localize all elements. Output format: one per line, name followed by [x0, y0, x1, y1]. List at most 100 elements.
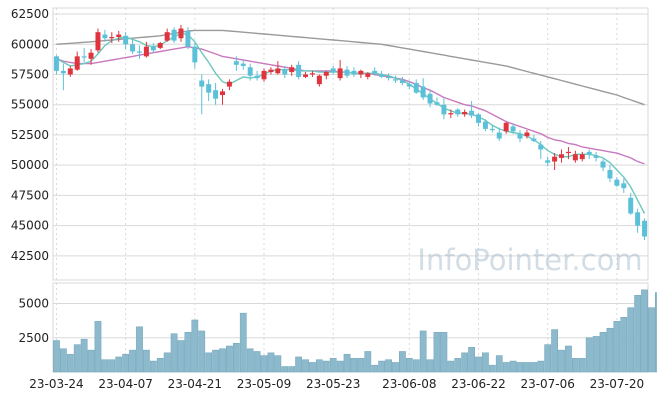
candle	[171, 27, 177, 44]
candle-body	[455, 109, 461, 115]
volume-bar	[232, 342, 240, 373]
volume-bar	[343, 353, 351, 373]
candle	[220, 88, 225, 105]
candle-body	[206, 84, 212, 93]
date-tick-label: 23-04-21	[168, 377, 222, 391]
candle-body	[531, 138, 537, 141]
candle	[565, 147, 571, 160]
candle	[296, 61, 302, 80]
candle-body	[213, 90, 219, 99]
candle-body	[469, 110, 475, 116]
volume-bar	[655, 292, 657, 373]
candle-body	[303, 74, 309, 77]
volume-bar	[357, 358, 365, 373]
candle	[240, 59, 246, 70]
candle	[109, 32, 115, 44]
candle	[289, 64, 295, 76]
volume-bar	[260, 355, 268, 373]
candle	[102, 29, 108, 42]
candle	[330, 66, 336, 75]
candle	[316, 74, 322, 87]
candle-body	[185, 30, 191, 47]
volume-bar	[129, 349, 136, 373]
candle	[74, 51, 80, 71]
volume-bar	[468, 347, 475, 373]
candle-body	[116, 34, 122, 38]
date-tick-label: 23-07-06	[520, 377, 574, 391]
candle-body	[552, 156, 558, 162]
volume-tick-label: 5000	[18, 297, 49, 311]
candle	[455, 108, 461, 117]
candle-body	[635, 212, 641, 226]
candle	[489, 125, 495, 133]
date-tick-label: 23-03-24	[29, 377, 83, 391]
candle	[372, 67, 378, 76]
candle-body	[538, 144, 544, 150]
volume-bar	[239, 312, 247, 373]
moving-average-lines	[56, 29, 646, 214]
candle-body	[102, 34, 108, 39]
price-tick-label: 55000	[11, 98, 49, 112]
candle-body	[351, 70, 357, 75]
candle	[116, 30, 122, 42]
candle	[206, 79, 212, 102]
candle-body	[406, 84, 412, 87]
volume-bar	[399, 351, 406, 373]
volume-bar	[488, 364, 496, 373]
volume-bar	[627, 307, 635, 373]
candle	[178, 24, 184, 42]
candle	[552, 153, 558, 170]
candle	[365, 72, 371, 80]
candle-body	[192, 46, 198, 63]
candle-body	[427, 93, 433, 104]
candle	[150, 43, 156, 53]
volume-bar	[163, 352, 171, 373]
volume-bar	[122, 353, 130, 373]
volume-bar	[143, 349, 150, 373]
candle-body	[572, 154, 578, 161]
candle-body	[220, 91, 225, 96]
volume-bar	[302, 359, 309, 373]
date-x-axis: 23-03-24 23-04-07 23-04-21 23-05-09 23-05-23…	[29, 377, 644, 391]
candle	[226, 79, 232, 91]
candle	[628, 192, 634, 215]
volume-bar	[544, 344, 552, 373]
candle	[406, 80, 412, 89]
candle	[233, 56, 239, 71]
candle-body	[296, 64, 302, 77]
candle	[157, 41, 163, 50]
volume-bar	[392, 362, 399, 373]
volume-bar	[509, 360, 517, 373]
candle	[413, 79, 419, 94]
candle-body	[247, 67, 253, 76]
price-tick-label: 57500	[11, 67, 49, 81]
candle-body	[358, 70, 364, 75]
volume-bar	[212, 349, 219, 373]
volume-bar	[585, 337, 593, 373]
ma-mid-line	[56, 45, 645, 165]
volume-bar	[495, 355, 503, 373]
volume-bar	[73, 344, 81, 373]
candle-body	[496, 132, 502, 139]
candle	[254, 70, 260, 81]
candle-body	[628, 197, 634, 214]
candle	[53, 55, 59, 75]
candle-body	[579, 154, 585, 160]
candle	[531, 134, 537, 143]
candle-body	[171, 29, 177, 41]
volume-bar	[606, 327, 614, 373]
volume-bar	[578, 358, 586, 373]
volume-bar	[329, 358, 337, 373]
volume-bar	[378, 360, 385, 373]
volume-bar	[641, 289, 648, 373]
candle	[607, 165, 613, 183]
date-tick-label: 23-05-09	[237, 377, 291, 391]
price-tick-label: 50000	[11, 158, 49, 172]
candle-body	[441, 104, 447, 115]
candle	[392, 75, 398, 83]
candle-body	[392, 79, 398, 81]
volume-bar	[316, 359, 323, 373]
volume-bar	[53, 340, 60, 373]
candle	[469, 101, 475, 119]
candle-body	[476, 114, 481, 123]
